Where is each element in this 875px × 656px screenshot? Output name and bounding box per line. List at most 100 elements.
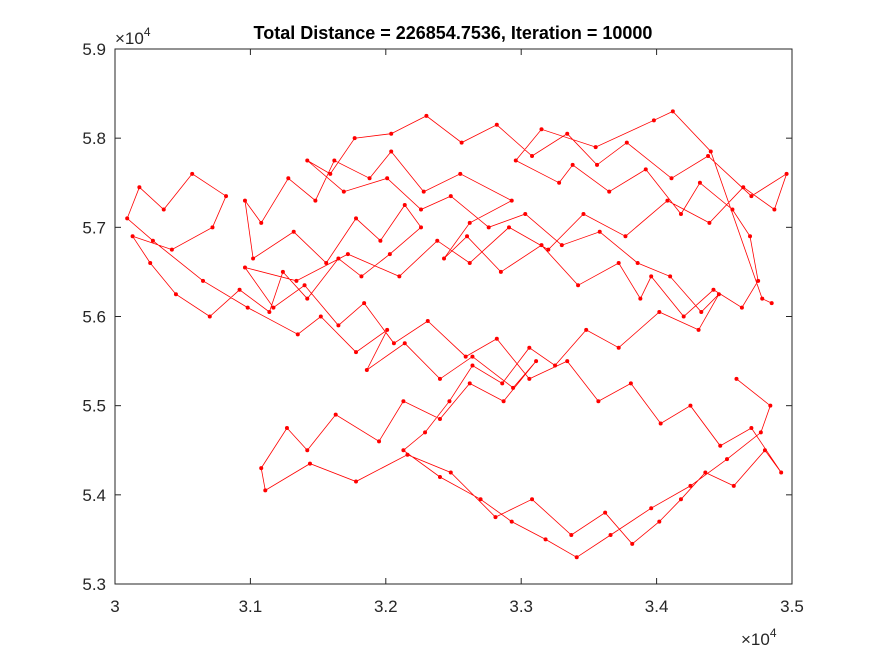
y-exponent-base: ×10 [115, 29, 144, 48]
city-point [607, 189, 612, 194]
city-point [419, 207, 424, 212]
city-point [507, 225, 512, 230]
city-point [565, 359, 570, 364]
city-point [511, 385, 516, 390]
city-point [494, 336, 499, 341]
city-point [741, 185, 746, 190]
city-point [448, 470, 453, 475]
city-point [224, 194, 229, 199]
city-point [435, 238, 440, 243]
city-point [271, 305, 276, 310]
city-point [352, 136, 357, 141]
city-point [401, 399, 406, 404]
city-point [760, 296, 765, 301]
city-point [688, 483, 693, 488]
city-point [678, 211, 683, 216]
city-point [623, 234, 628, 239]
city-point [725, 457, 730, 462]
x-tick-label: 3.5 [780, 597, 804, 616]
city-point [570, 162, 575, 167]
city-point [305, 448, 310, 453]
x-exponent-power: 4 [770, 626, 777, 640]
city-point [559, 243, 564, 248]
x-tick-label: 3.2 [374, 597, 398, 616]
x-exponent-base: ×10 [741, 630, 770, 649]
city-point [291, 229, 296, 234]
city-point [643, 167, 648, 172]
city-point [651, 118, 656, 123]
city-point [294, 278, 299, 283]
city-point [377, 439, 382, 444]
city-point [267, 310, 272, 315]
y-exponent-power: 4 [144, 25, 151, 39]
city-point [768, 403, 773, 408]
city-point [313, 198, 318, 203]
city-point [716, 292, 721, 297]
city-point [574, 555, 579, 560]
city-point [779, 470, 784, 475]
city-point [630, 541, 635, 546]
series-layer [125, 109, 789, 560]
city-point [259, 466, 264, 471]
city-point [161, 207, 166, 212]
city-point [523, 211, 528, 216]
city-point [597, 229, 602, 234]
y-tick-label: 5.8 [82, 129, 106, 148]
city-point [389, 149, 394, 154]
city-point [486, 225, 491, 230]
city-point [530, 154, 535, 158]
city-point [498, 269, 503, 274]
city-point [423, 430, 428, 435]
city-point [657, 519, 662, 524]
city-point [553, 363, 558, 368]
tour-path-line [126, 110, 788, 558]
x-tick-label: 3.3 [509, 597, 533, 616]
city-point [385, 327, 390, 332]
city-point [367, 176, 372, 181]
city-point [670, 109, 675, 114]
city-point [638, 296, 643, 301]
city-point [169, 247, 174, 252]
city-point [534, 359, 539, 364]
city-point [263, 488, 268, 493]
city-point [324, 261, 329, 265]
city-point [437, 475, 442, 479]
y-tick-label: 5.9 [82, 40, 106, 59]
y-tick-label: 5.5 [82, 397, 106, 416]
city-point [509, 519, 514, 524]
city-point [328, 171, 333, 176]
city-point [470, 363, 475, 368]
city-point [593, 145, 598, 150]
city-point [459, 140, 464, 145]
city-point [437, 376, 442, 381]
city-point [210, 225, 215, 230]
city-point [665, 198, 670, 203]
x-tick-label: 3.1 [239, 597, 263, 616]
city-point [749, 425, 754, 430]
city-point [251, 256, 256, 261]
city-point [678, 497, 683, 502]
city-point [668, 274, 673, 279]
y-tick-label: 5.4 [82, 486, 106, 505]
city-point [402, 341, 407, 346]
city-point [401, 448, 406, 453]
city-point [527, 345, 532, 350]
city-point [467, 381, 472, 386]
city-point [385, 176, 390, 181]
city-point [336, 323, 341, 328]
city-point [501, 399, 506, 404]
city-point [402, 203, 407, 208]
city-point [125, 216, 130, 221]
x-tick-label: 3.4 [645, 597, 669, 616]
city-point [539, 127, 544, 132]
city-point [681, 314, 686, 319]
city-point [447, 399, 452, 404]
city-point [354, 350, 359, 355]
plot-background [115, 49, 792, 584]
city-point [419, 225, 424, 230]
city-point [242, 198, 247, 203]
city-point [341, 189, 346, 194]
y-tick-label: 5.6 [82, 308, 106, 327]
city-point [711, 287, 716, 292]
city-point [150, 238, 155, 243]
